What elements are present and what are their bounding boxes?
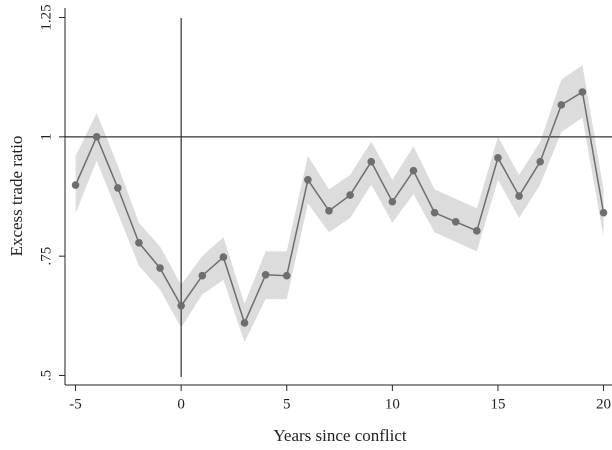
data-point <box>325 207 333 215</box>
data-point <box>240 319 249 327</box>
data-point <box>388 197 397 206</box>
x-tick-label: 15 <box>490 396 505 412</box>
y-tick-label: 1.25 <box>38 4 54 30</box>
data-point <box>198 271 207 280</box>
x-tick-label: -5 <box>69 396 82 412</box>
y-tick-label: 1 <box>38 133 54 141</box>
data-point <box>473 227 481 235</box>
data-point <box>451 217 460 226</box>
x-tick-label: 20 <box>596 396 611 412</box>
data-point <box>177 301 185 310</box>
data-point <box>494 154 502 162</box>
data-point <box>346 191 354 199</box>
x-tick-label: 5 <box>283 396 291 412</box>
data-point <box>71 181 80 189</box>
data-point <box>92 133 101 141</box>
data-point <box>282 271 291 280</box>
y-axis-label: Excess trade ratio <box>7 136 26 257</box>
data-point <box>409 166 418 175</box>
y-tick-label: .5 <box>38 370 54 381</box>
y-tick-label: .75 <box>38 247 54 266</box>
data-point <box>113 184 122 192</box>
data-point <box>515 192 523 200</box>
x-tick-label: 0 <box>177 396 185 412</box>
data-point <box>557 101 566 109</box>
data-point <box>219 253 228 261</box>
x-axis-label: Years since conflict <box>273 426 407 445</box>
data-point <box>430 208 439 217</box>
data-point <box>599 208 608 217</box>
data-point <box>536 157 544 166</box>
data-point <box>578 88 587 96</box>
data-point <box>135 238 143 247</box>
data-line <box>74 90 605 326</box>
data-point <box>156 264 164 272</box>
data-point <box>367 157 376 166</box>
data-point <box>304 175 312 184</box>
data-point <box>261 270 270 279</box>
x-tick-label: 10 <box>385 396 400 412</box>
